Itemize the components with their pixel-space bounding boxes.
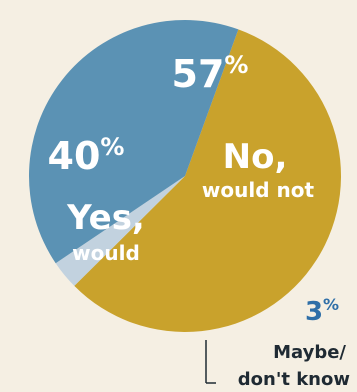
slice-yes-percent: 40% <box>48 133 125 178</box>
pie-slice-no <box>74 29 341 332</box>
slice-yes-percent-value: 40 <box>48 134 101 178</box>
slice-no-percent-value: 57 <box>172 52 225 96</box>
slice-maybe-percent-value: 3 <box>305 297 323 327</box>
slice-no-label-line-2: would not <box>202 178 315 202</box>
slice-no-percent: 57% <box>172 51 249 96</box>
slice-no-label-line-1: No, <box>223 137 288 177</box>
slice-maybe-percent-sign: % <box>323 295 339 314</box>
pie-slices <box>28 19 341 332</box>
pie-slice-maybe <box>55 176 186 286</box>
slice-yes-label-line-1: Yes, <box>66 198 145 238</box>
slice-maybe-label-line-1: Maybe/ <box>273 342 346 363</box>
slice-yes-percent-sign: % <box>100 133 124 161</box>
slice-maybe-percent: 3% <box>305 295 339 327</box>
slice-maybe-label-line-2: don't know <box>238 369 350 390</box>
slice-yes-label-line-2: would <box>72 241 140 265</box>
slice-no-percent-sign: % <box>224 51 248 79</box>
pie-slice-yes <box>28 19 239 264</box>
